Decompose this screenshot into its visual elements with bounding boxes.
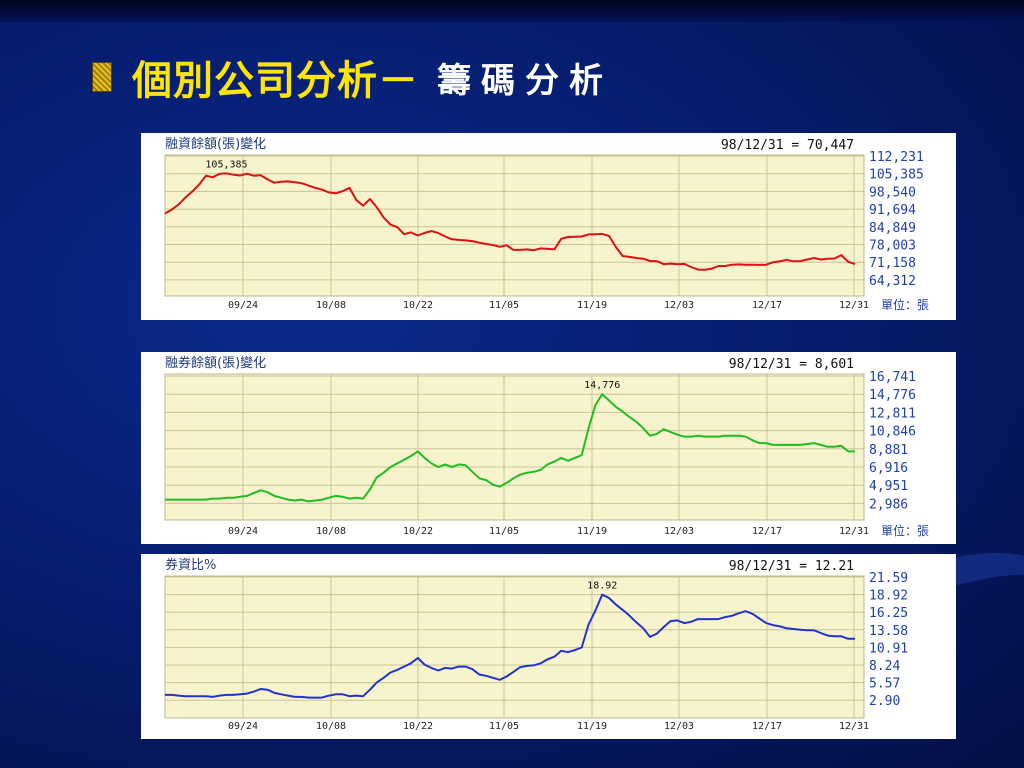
x-tick-label: 11/05	[489, 526, 519, 537]
y-tick-label: 18.92	[869, 589, 908, 604]
chart-margin-balance: 融資餘額(張)變化 98/12/31 = 70,447 112,231 105,385…	[141, 133, 956, 312]
x-tick-label: 11/19	[577, 526, 607, 537]
x-tick-label: 09/24	[228, 300, 258, 311]
x-tick-label: 12/31	[839, 721, 869, 732]
y-tick-label: 6,916	[869, 461, 908, 476]
chart-header	[141, 554, 956, 576]
x-tick-label: 11/05	[489, 721, 519, 732]
chart-short-balance: 融券餘額(張)變化 98/12/31 = 8,601 16,741 14,776 12,…	[141, 352, 956, 538]
x-tick-label: 10/22	[403, 300, 433, 311]
x-tick-label: 10/08	[316, 526, 346, 537]
chart-title: 融券餘額(張)變化	[165, 355, 266, 371]
y-tick-label: 8,881	[869, 443, 908, 458]
top-band	[0, 0, 1024, 22]
plot-border	[164, 154, 865, 297]
y-tick-label: 5.57	[869, 677, 900, 692]
chart-header	[141, 352, 956, 374]
plot-area	[165, 155, 864, 296]
y-tick-label: 2.90	[869, 694, 900, 709]
y-tick-label: 64,312	[869, 274, 916, 289]
peak-label: 105,385	[205, 159, 247, 170]
y-tick-label: 84,849	[869, 221, 916, 236]
x-tick-label: 11/19	[577, 300, 607, 311]
plot-border	[164, 373, 865, 521]
y-tick-label: 8.24	[869, 659, 900, 674]
chart-panel-short-margin-ratio: 券資比% 98/12/31 = 12.21 21.59 18.92 16.25 13.58…	[141, 554, 956, 739]
y-tick-label: 13.58	[869, 624, 908, 639]
x-tick-label: 12/03	[664, 300, 694, 311]
x-tick-label: 12/03	[664, 721, 694, 732]
y-tick-label: 78,003	[869, 239, 916, 254]
chart-latest-value: 98/12/31 = 8,601	[729, 357, 854, 372]
x-tick-label: 11/05	[489, 300, 519, 311]
y-tick-label: 10,846	[869, 425, 916, 440]
chart-title: 融資餘額(張)變化	[165, 136, 266, 152]
y-tick-label: 16.25	[869, 606, 908, 621]
x-tick-label: 11/19	[577, 721, 607, 732]
x-tick-label: 12/17	[752, 721, 782, 732]
y-tick-label: 98,540	[869, 185, 916, 200]
x-tick-label: 10/22	[403, 721, 433, 732]
y-tick-label: 16,741	[869, 370, 916, 385]
unit-label: 單位：張	[881, 523, 929, 538]
x-tick-label: 09/24	[228, 721, 258, 732]
unit-label: 單位：張	[881, 297, 929, 312]
peak-label: 14,776	[584, 380, 620, 391]
x-tick-label: 10/08	[316, 721, 346, 732]
y-tick-label: 12,811	[869, 406, 916, 421]
series-line	[165, 593, 855, 699]
x-tick-label: 12/03	[664, 526, 694, 537]
x-tick-label: 10/08	[316, 300, 346, 311]
y-tick-label: 112,231	[869, 150, 924, 165]
x-tick-label: 10/22	[403, 526, 433, 537]
y-tick-label: 4,951	[869, 479, 908, 494]
x-tick-label: 09/24	[228, 526, 258, 537]
y-tick-label: 21.59	[869, 571, 908, 586]
y-tick-label: 105,385	[869, 168, 924, 183]
chart-panel-short-balance: 融券餘額(張)變化 98/12/31 = 8,601 16,741 14,776 12,…	[141, 352, 956, 544]
x-tick-label: 12/17	[752, 300, 782, 311]
y-tick-label: 71,158	[869, 256, 916, 271]
chart-panel-margin-balance: 融資餘額(張)變化 98/12/31 = 70,447 112,231 105,385…	[141, 133, 956, 320]
series-line	[164, 172, 856, 271]
series-line	[165, 393, 855, 503]
slide-title-main: 個別公司分析－	[132, 57, 419, 104]
chart-latest-value: 98/12/31 = 70,447	[721, 138, 854, 153]
x-tick-label: 12/17	[752, 526, 782, 537]
x-tick-label: 12/31	[839, 300, 869, 311]
y-tick-label: 14,776	[869, 388, 916, 403]
slide-title: 個別公司分析－ 籌碼分析	[92, 52, 613, 104]
y-tick-label: 91,694	[869, 203, 916, 218]
chart-latest-value: 98/12/31 = 12.21	[729, 559, 854, 574]
peak-label: 18.92	[587, 581, 617, 592]
slide-title-sub: 籌碼分析	[437, 60, 613, 101]
chart-header	[141, 133, 956, 155]
chart-title: 券資比%	[165, 557, 216, 573]
plot-border	[164, 575, 865, 719]
plot-area	[165, 374, 864, 520]
y-tick-label: 2,986	[869, 497, 908, 512]
bullet-square-icon	[92, 62, 112, 92]
y-tick-label: 10.91	[869, 641, 908, 656]
x-tick-label: 12/31	[839, 526, 869, 537]
chart-short-margin-ratio: 券資比% 98/12/31 = 12.21 21.59 18.92 16.25 13.58…	[141, 554, 956, 732]
